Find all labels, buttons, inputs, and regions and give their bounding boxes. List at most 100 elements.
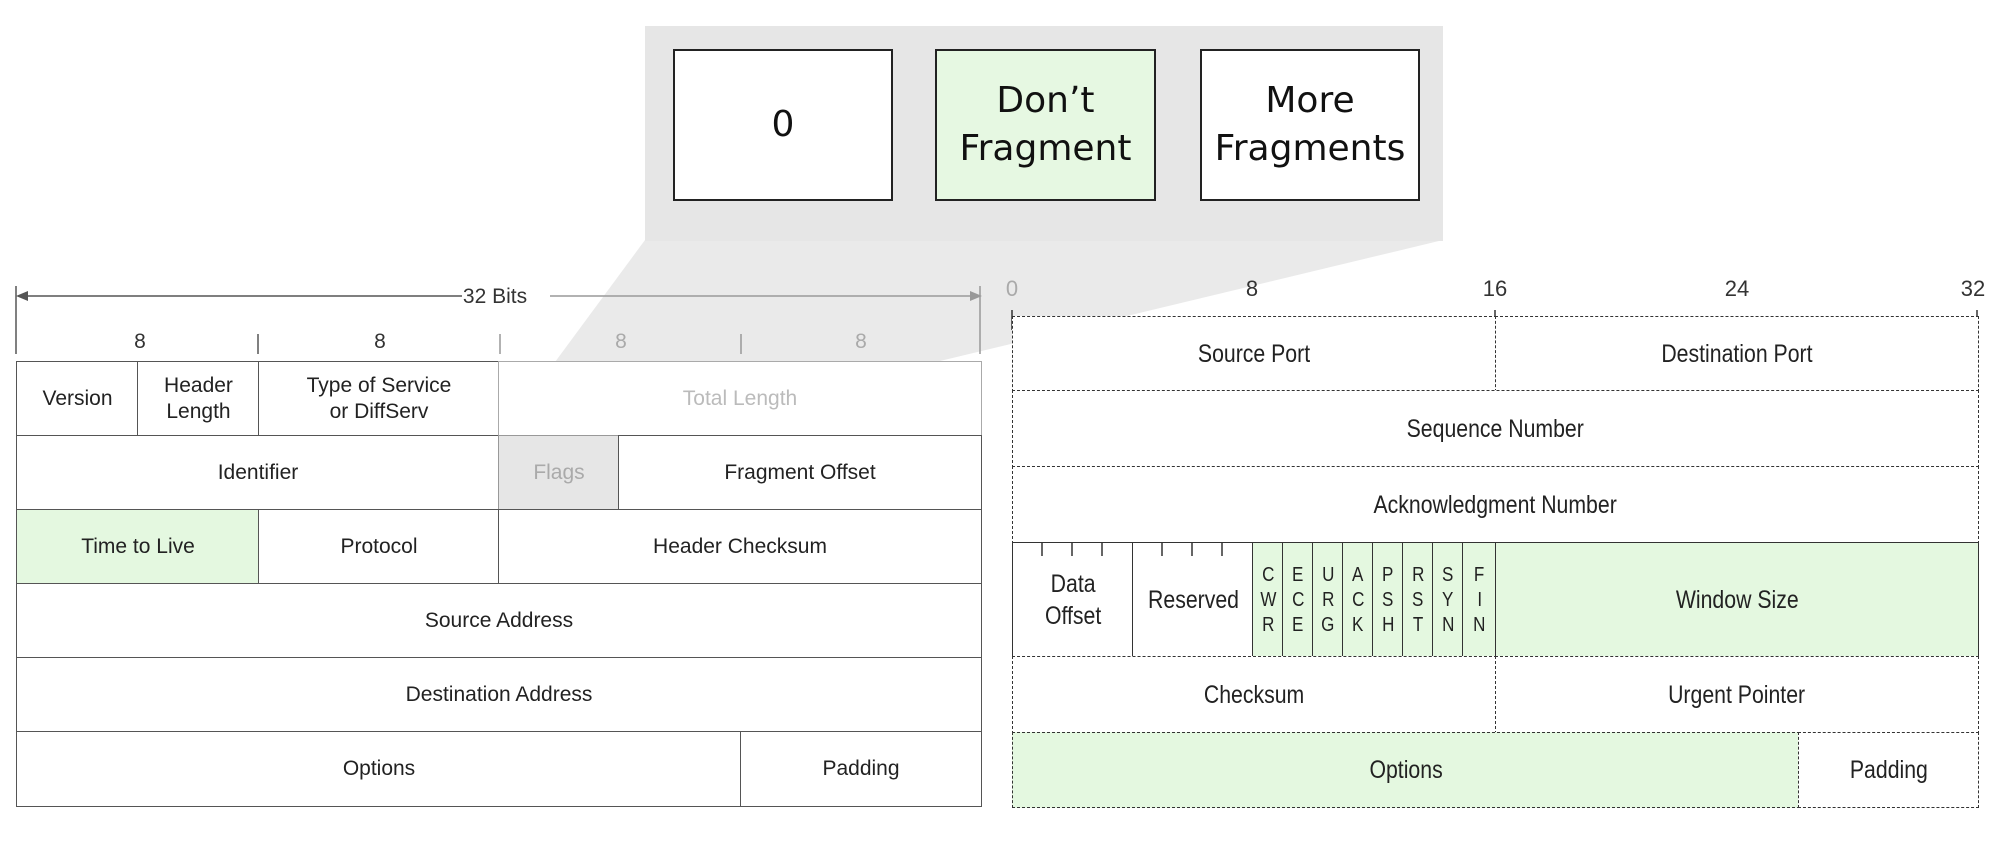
ipv4-source-address: Source Address	[16, 583, 982, 659]
ipv4-fragment-offset-label: Fragment Offset	[724, 461, 876, 484]
ipv4-options: Options	[16, 731, 742, 807]
tcp-padding: Padding	[1798, 732, 1979, 808]
ipv4-identifier: Identifier	[16, 435, 500, 511]
flag-bit-zero: 0	[673, 49, 893, 201]
tcp-reserved: Reserved	[1132, 542, 1254, 658]
flag-dont-fragment: Don’t Fragment	[935, 49, 1156, 201]
tcp-data-offset-line2: Offset	[1044, 602, 1102, 630]
tcp-flag-ack-l3: K	[1352, 613, 1364, 636]
ipv4-total-length-label: Total Length	[682, 387, 798, 410]
ipv4-width-label: 32 Bits	[462, 285, 528, 308]
ipv4-protocol: Protocol	[258, 509, 500, 585]
ipv4-padding: Padding	[740, 731, 982, 807]
tcp-flag-cwr-l1: C	[1261, 563, 1275, 586]
tcp-flag-syn-l1: S	[1442, 563, 1454, 586]
ipv4-destination-address-label: Destination Address	[405, 683, 593, 706]
ipv4-protocol-label: Protocol	[340, 535, 418, 558]
flag-more-fragments-line1: More	[1265, 80, 1355, 121]
tcp-ack-number-label: Acknowledgment Number	[1373, 491, 1618, 519]
tcp-flag-fin-l1: F	[1474, 563, 1485, 586]
tcp-destination-port: Destination Port	[1495, 316, 1979, 392]
ipv4-header-checksum-label: Header Checksum	[653, 535, 827, 558]
tcp-urgent-pointer-label: Urgent Pointer	[1668, 681, 1806, 709]
tcp-flag-syn-l2: Y	[1442, 588, 1454, 611]
tcp-padding-label: Padding	[1849, 756, 1928, 784]
flag-bit-zero-label: 0	[771, 104, 795, 145]
ipv4-time-to-live: Time to Live	[16, 509, 260, 585]
tcp-data-offset: Data Offset	[1012, 542, 1134, 658]
ipv4-byte-label-2: 8	[374, 330, 386, 353]
tcp-flag-fin-l2: I	[1477, 588, 1482, 611]
flag-dont-fragment-line1: Don’t	[996, 80, 1095, 121]
ipv4-header-checksum: Header Checksum	[498, 509, 982, 585]
tcp-offset-bit-ticks	[1041, 542, 1223, 556]
tcp-destination-port-label: Destination Port	[1661, 340, 1813, 368]
tcp-data-offset-line1: Data	[1050, 570, 1096, 598]
tcp-bit-tick-24: 24	[1724, 276, 1750, 301]
tcp-flag-urg-l3: G	[1321, 613, 1335, 636]
ipv4-padding-label: Padding	[822, 757, 900, 780]
ipv4-tos-line2: or DiffServ	[329, 400, 429, 423]
tcp-flag-cwr-l3: R	[1261, 613, 1275, 636]
ipv4-byte-label-3: 8	[615, 330, 627, 353]
ipv4-header-length-line1: Header	[164, 374, 233, 397]
tcp-flag-syn-l3: N	[1441, 613, 1455, 636]
tcp-sequence-number: Sequence Number	[1012, 390, 1979, 468]
tcp-flag-rst-l1: R	[1411, 563, 1425, 586]
ipv4-flags: Flags	[498, 435, 620, 511]
ipv4-version: Version	[16, 361, 139, 437]
ipv4-source-address-label: Source Address	[424, 609, 574, 632]
tcp-flag-ack-l2: C	[1351, 588, 1365, 611]
ipv4-flags-label: Flags	[533, 461, 585, 484]
tcp-flag-urg-l2: R	[1321, 588, 1335, 611]
tcp-flag-ece-l1: E	[1292, 563, 1304, 586]
tcp-window-size: Window Size	[1495, 542, 1979, 658]
tcp-bit-tick-16: 16	[1482, 276, 1508, 301]
ipv4-tos-line1: Type of Service	[306, 374, 452, 397]
ipv4-version-label: Version	[42, 387, 113, 410]
tcp-acknowledgment-number: Acknowledgment Number	[1012, 466, 1979, 544]
tcp-flag-psh-l2: S	[1382, 588, 1394, 611]
ipv4-ttl-label: Time to Live	[81, 535, 195, 558]
ipv4-total-length: Total Length	[498, 361, 982, 437]
flag-more-fragments: More Fragments	[1200, 49, 1420, 201]
tcp-flag-rst-l2: S	[1412, 588, 1424, 611]
tcp-options: Options	[1012, 732, 1800, 808]
ipv4-type-of-service: Type of Service or DiffServ	[258, 361, 500, 437]
ipv4-destination-address: Destination Address	[16, 657, 982, 733]
ipv4-fragment-offset: Fragment Offset	[618, 435, 982, 511]
tcp-sequence-number-label: Sequence Number	[1406, 415, 1585, 443]
tcp-checksum-label: Checksum	[1204, 681, 1305, 709]
tcp-flag-rst-l3: T	[1412, 613, 1424, 636]
ipv4-header-length-line2: Length	[166, 400, 231, 423]
tcp-source-port-label: Source Port	[1198, 340, 1311, 368]
tcp-flag-psh-l3: H	[1381, 613, 1395, 636]
tcp-window-size-label: Window Size	[1675, 586, 1799, 614]
flag-more-fragments-line2: Fragments	[1214, 128, 1406, 169]
tcp-urgent-pointer: Urgent Pointer	[1495, 656, 1979, 734]
ipv4-width-arrow	[15, 286, 982, 354]
ipv4-options-label: Options	[342, 757, 416, 780]
tcp-options-label: Options	[1369, 756, 1443, 784]
ipv4-byte-label-1: 8	[134, 330, 146, 353]
tcp-flag-fin-l3: N	[1473, 613, 1486, 636]
tcp-flag-ece-l2: C	[1291, 588, 1305, 611]
ipv4-identifier-label: Identifier	[217, 461, 299, 484]
tcp-bit-tick-0: 0	[1005, 276, 1019, 301]
flag-dont-fragment-line2: Fragment	[959, 128, 1132, 169]
tcp-flag-cwr-l2: W	[1259, 588, 1277, 611]
ipv4-byte-label-4: 8	[855, 330, 867, 353]
tcp-flag-psh-l1: P	[1382, 563, 1394, 586]
tcp-flag-ece-l3: E	[1292, 613, 1304, 636]
tcp-reserved-label: Reserved	[1147, 586, 1239, 614]
tcp-bit-tick-8: 8	[1245, 276, 1259, 301]
tcp-flag-ack-l1: A	[1352, 563, 1364, 586]
ipv4-header-length: Header Length	[137, 361, 260, 437]
